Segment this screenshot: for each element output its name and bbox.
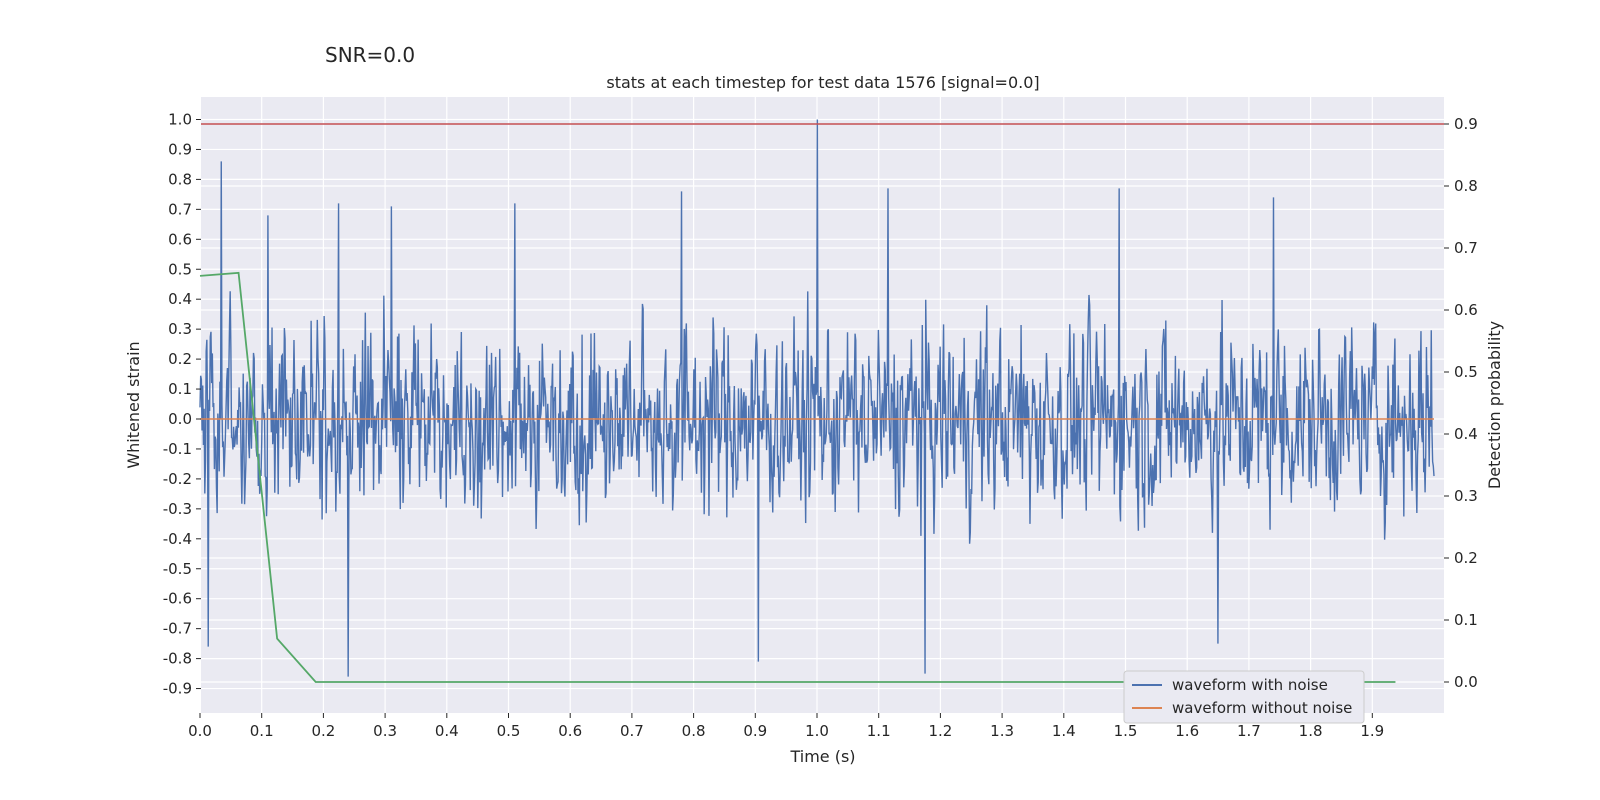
y2-tick-label: 0.1: [1454, 611, 1478, 629]
y2-tick-label: 0.6: [1454, 301, 1478, 319]
y-tick-label: -0.7: [163, 620, 192, 638]
x-tick-label: 0.6: [558, 722, 582, 740]
y-tick-label: -0.8: [163, 650, 192, 668]
y-tick-label: 0.2: [168, 350, 192, 368]
series-waveform-with-noise: [199, 119, 1435, 677]
y-axis-ticks: 1.0 0.9 0.8 0.7 0.6 0.5 0.4 0.3 0.2 0.1 0.0 -0.1 -0.…: [163, 111, 201, 698]
x-tick-label: 0.0: [188, 722, 212, 740]
x-tick-label: 1.9: [1360, 722, 1384, 740]
x-tick-label: 1.4: [1052, 722, 1076, 740]
y-tick-label: -0.2: [163, 470, 192, 488]
y-tick-label: 0.1: [168, 380, 192, 398]
x-tick-label: 0.1: [250, 722, 274, 740]
y2-axis-label: Detection probability: [1485, 321, 1504, 489]
y2-axis-ticks: 0.9 0.8 0.7 0.6 0.5 0.4 0.3 0.2 0.1 0.0: [1444, 115, 1478, 691]
y-tick-label: -0.9: [163, 680, 192, 698]
y-tick-label: -0.6: [163, 590, 192, 608]
noise-line: [199, 119, 1435, 677]
x-tick-label: 1.0: [805, 722, 829, 740]
y-tick-label: 0.4: [168, 290, 192, 308]
x-axis-label: Time (s): [789, 747, 855, 766]
y-tick-label: 0.3: [168, 320, 192, 338]
y-axis-label: Whitened strain: [124, 341, 143, 468]
chart-title: stats at each timestep for test data 157…: [606, 73, 1039, 92]
y-tick-label: -0.3: [163, 500, 192, 518]
y2-tick-label: 0.0: [1454, 673, 1478, 691]
y2-tick-label: 0.4: [1454, 425, 1478, 443]
x-tick-label: 1.5: [1114, 722, 1138, 740]
y2-tick-label: 0.2: [1454, 549, 1478, 567]
x-tick-label: 0.5: [497, 722, 521, 740]
legend-box: [1123, 670, 1365, 724]
legend-label-noise: waveform with noise: [1172, 676, 1328, 694]
x-tick-label: 1.2: [928, 722, 952, 740]
x-tick-label: 1.6: [1175, 722, 1199, 740]
x-tick-label: 1.8: [1299, 722, 1323, 740]
y-tick-label: 0.6: [168, 230, 192, 248]
y-tick-label: 1.0: [168, 111, 192, 129]
y2-tick-label: 0.7: [1454, 239, 1478, 257]
x-tick-label: 0.2: [311, 722, 335, 740]
chart-suptitle: SNR=0.0: [325, 43, 415, 67]
y-tick-label: -0.1: [163, 440, 192, 458]
x-tick-label: 0.4: [435, 722, 459, 740]
y-tick-label: 0.9: [168, 140, 192, 158]
x-axis-ticks: 0.0 0.1 0.2 0.3 0.4 0.5 0.6 0.7 0.8 0.9 1.0 1.1 1.2 1…: [188, 713, 1384, 740]
legend: waveform with noise waveform without noi…: [1123, 670, 1365, 724]
y-tick-label: -0.5: [163, 560, 192, 578]
x-tick-label: 0.7: [620, 722, 644, 740]
x-tick-label: 0.9: [743, 722, 767, 740]
x-tick-label: 1.1: [867, 722, 891, 740]
y-tick-label: 0.0: [168, 410, 192, 428]
y2-tick-label: 0.8: [1454, 177, 1478, 195]
x-tick-label: 0.3: [373, 722, 397, 740]
legend-label-clean: waveform without noise: [1172, 699, 1352, 717]
y2-tick-label: 0.9: [1454, 115, 1478, 133]
y2-tick-label: 0.3: [1454, 487, 1478, 505]
y-tick-label: -0.4: [163, 530, 192, 548]
y2-tick-label: 0.5: [1454, 363, 1478, 381]
x-tick-label: 1.3: [990, 722, 1014, 740]
x-tick-label: 1.7: [1237, 722, 1261, 740]
y-tick-label: 0.8: [168, 170, 192, 188]
x-tick-label: 0.8: [682, 722, 706, 740]
y-tick-label: 0.7: [168, 200, 192, 218]
y-tick-label: 0.5: [168, 260, 192, 278]
